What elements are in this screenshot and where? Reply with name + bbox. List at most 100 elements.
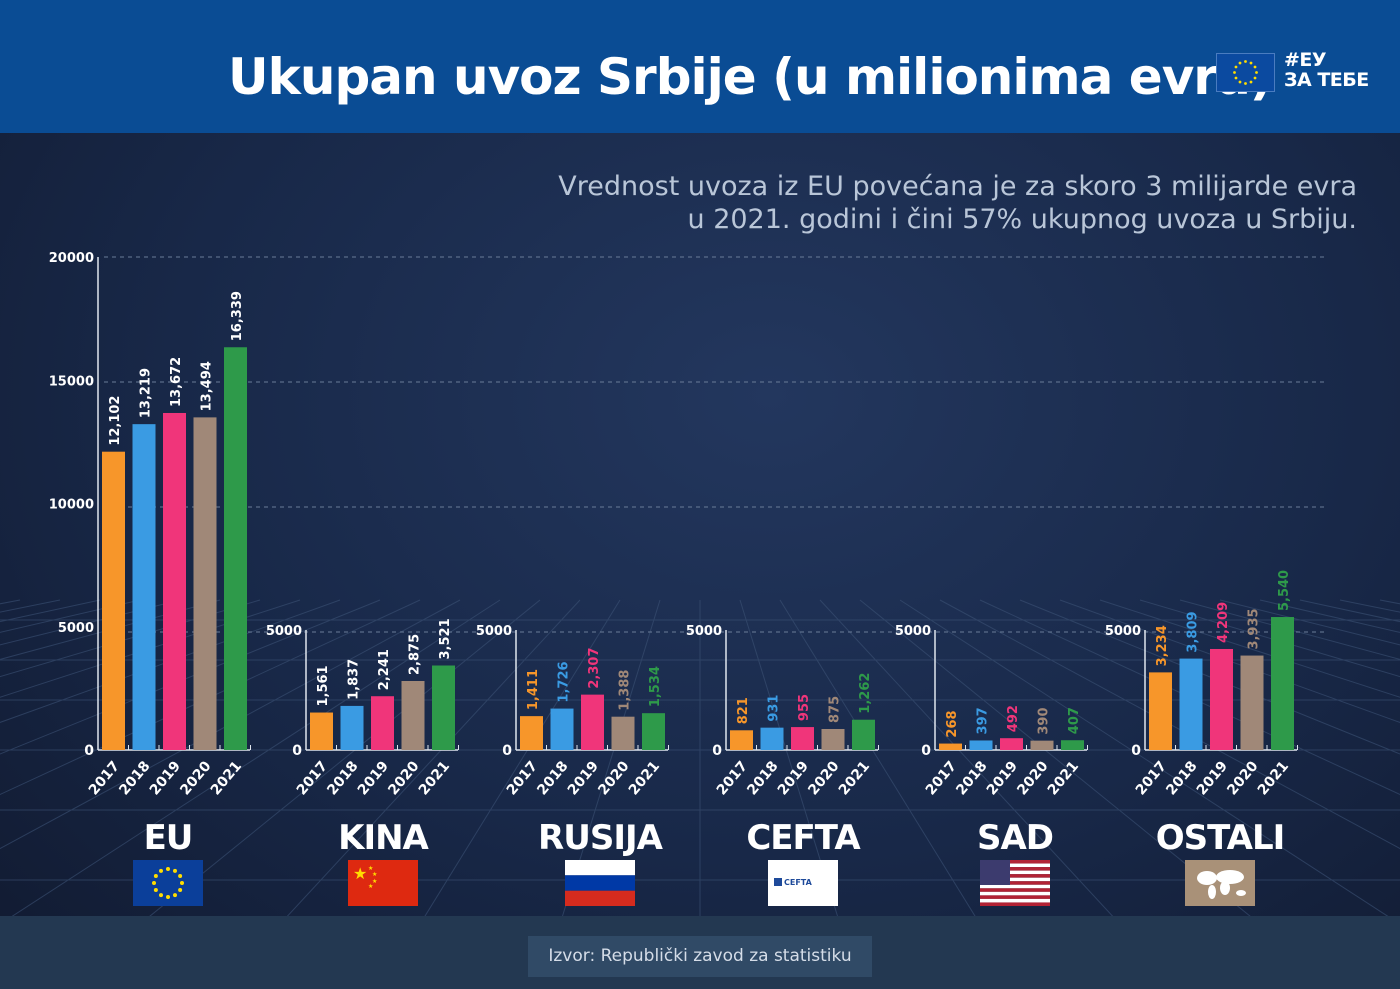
y-tick-label: 0 <box>84 743 94 759</box>
x-tick-label: 2017 <box>504 758 541 798</box>
eu-flag-icon <box>133 860 203 906</box>
bar-sad-2017 <box>939 743 962 750</box>
data-label: 407 <box>1067 707 1082 734</box>
y-tick-label: 5000 <box>895 624 931 639</box>
bar-cefta-2021 <box>852 719 875 750</box>
x-tick-label: 2019 <box>984 758 1021 798</box>
svg-text:CEFTA: CEFTA <box>784 878 813 887</box>
x-tick-label: 2018 <box>744 758 781 798</box>
usa-flag-icon <box>980 860 1050 906</box>
data-label: 3,809 <box>1186 611 1201 652</box>
bar-cefta-2019 <box>791 727 814 750</box>
header-bar: Ukupan uvoz Srbije (u milionima evra) #Е… <box>0 0 1400 133</box>
subtitle-line1: Vrednost uvoza iz EU povećana je za skor… <box>558 171 1357 202</box>
panel-ostali: 0 5000 3,234 2017 3,809 2018 4,209 2019 3,935 202… <box>1105 570 1298 798</box>
x-tick-label: 2021 <box>1255 758 1292 798</box>
x-tick-label: 2020 <box>177 758 214 798</box>
x-tick-label: 2017 <box>294 758 331 798</box>
y-tick-label: 10000 <box>49 498 94 513</box>
source-note: Izvor: Republički zavod za statistiku <box>528 936 872 977</box>
data-label: 492 <box>1006 705 1021 732</box>
x-tick-label: 2018 <box>1163 758 1200 798</box>
data-label: 1,837 <box>347 659 362 700</box>
panel-name: EU <box>143 818 194 858</box>
x-tick-label: 2017 <box>1133 758 1170 798</box>
bar-kina-2020 <box>401 681 425 750</box>
data-label: 821 <box>736 697 751 724</box>
data-label: 1,534 <box>648 666 663 707</box>
data-label: 3,234 <box>1155 625 1170 666</box>
data-label: 955 <box>797 694 812 721</box>
bar-kina-2017 <box>310 712 333 750</box>
y-tick-label: 0 <box>1131 743 1141 759</box>
panel-cefta: 0 5000 821 2017 931 2018 955 2019 875 2020 1,262 20… <box>686 624 879 798</box>
panel-name: CEFTA <box>746 818 860 858</box>
x-tick-label: 2019 <box>775 758 812 798</box>
bar-rusija-2017 <box>520 716 543 750</box>
y-tick-label: 0 <box>502 743 512 759</box>
bar-rusija-2020 <box>611 716 635 750</box>
x-tick-label: 2018 <box>534 758 571 798</box>
x-tick-label: 2020 <box>1014 758 1051 798</box>
data-label: 4,209 <box>1216 602 1231 643</box>
data-label: 268 <box>945 710 960 737</box>
x-tick-label: 2019 <box>147 758 184 798</box>
bar-sad-2020 <box>1030 740 1054 750</box>
x-tick-label: 2018 <box>324 758 361 798</box>
y-tick-label: 5000 <box>58 621 94 636</box>
bar-eu-2017 <box>102 451 125 750</box>
bar-ostali-2019 <box>1210 648 1233 750</box>
data-label: 875 <box>828 696 843 723</box>
panel-eu: 0500010000150002000012,102201713,2192018… <box>49 251 251 798</box>
x-tick-label: 2021 <box>416 758 453 798</box>
bar-rusija-2019 <box>581 694 604 750</box>
bar-cefta-2017 <box>730 730 753 750</box>
data-label: 1,411 <box>526 669 541 710</box>
eu-za-tebe-logo: #ЕУ ЗА ТЕБЕ <box>1284 50 1369 90</box>
x-tick-label: 2020 <box>805 758 842 798</box>
cefta-logo-icon: CEFTA <box>768 860 838 906</box>
x-tick-label: 2017 <box>714 758 751 798</box>
data-label: 397 <box>976 707 991 734</box>
bar-rusija-2018 <box>550 708 574 750</box>
bar-sad-2018 <box>969 740 993 750</box>
svg-text:★: ★ <box>372 878 377 885</box>
data-label: 3,521 <box>438 618 453 659</box>
world-map-icon <box>1185 860 1255 906</box>
data-label: 2,875 <box>408 634 423 675</box>
bar-cefta-2020 <box>821 729 845 750</box>
x-tick-label: 2021 <box>836 758 873 798</box>
y-tick-label: 5000 <box>266 624 302 639</box>
x-tick-label: 2021 <box>208 758 245 798</box>
panel-name: KINA <box>338 818 429 858</box>
bar-eu-2019 <box>163 412 186 750</box>
data-label: 2,307 <box>587 648 602 689</box>
subtitle-line2: u 2021. godini i čini 57% ukupnog uvoza … <box>687 204 1358 235</box>
x-tick-label: 2020 <box>595 758 632 798</box>
x-tick-label: 2019 <box>355 758 392 798</box>
svg-text:★: ★ <box>353 864 367 883</box>
page-title: Ukupan uvoz Srbije (u milionima evra) <box>228 48 1273 106</box>
logo-line2: ЗА ТЕБЕ <box>1284 69 1369 91</box>
data-label: 13,494 <box>200 361 215 411</box>
russia-flag-icon <box>565 860 635 906</box>
y-tick-label: 20000 <box>49 251 94 266</box>
bar-rusija-2021 <box>642 713 665 750</box>
x-tick-label: 2019 <box>565 758 602 798</box>
bar-eu-2018 <box>132 424 156 750</box>
x-tick-label: 2019 <box>1194 758 1231 798</box>
x-tick-label: 2021 <box>626 758 663 798</box>
bar-ostali-2021 <box>1271 617 1294 750</box>
data-label: 13,672 <box>169 357 184 407</box>
data-label: 12,102 <box>108 396 123 446</box>
subtitle: Vrednost uvoza iz EU povećana je za skor… <box>558 170 1357 236</box>
gridlines <box>104 256 1325 633</box>
y-tick-label: 0 <box>292 743 302 759</box>
logo-line1: #ЕУ <box>1284 49 1327 71</box>
bar-ostali-2017 <box>1149 672 1172 750</box>
x-tick-label: 2020 <box>385 758 422 798</box>
svg-text:★: ★ <box>368 883 373 890</box>
data-label: 1,561 <box>316 665 331 706</box>
y-tick-label: 5000 <box>1105 624 1141 639</box>
